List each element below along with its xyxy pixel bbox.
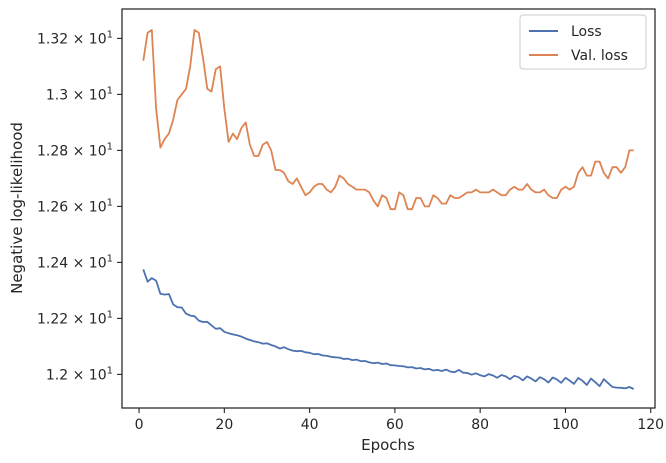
y-tick-label: 1.22 × 101 xyxy=(37,309,113,327)
x-axis-title: Epochs xyxy=(361,436,415,454)
series-layer xyxy=(142,29,635,390)
plot-background xyxy=(122,9,655,408)
y-tick-label: 1.3 × 101 xyxy=(46,85,113,103)
x-tick-label: 40 xyxy=(301,417,319,433)
y-tick-label: 1.32 × 101 xyxy=(37,29,113,47)
legend: Loss Val. loss xyxy=(519,14,647,70)
y-axis-title: Negative log-likelihood xyxy=(8,122,26,294)
y-axis-ticks: 1.2 × 101 1.22 × 101 1.24 × 101 1.26 × 101 1… xyxy=(37,29,122,383)
plot-frame xyxy=(121,8,656,409)
x-tick-label: 60 xyxy=(386,417,404,433)
x-tick-label: 120 xyxy=(637,417,664,433)
legend-label-loss: Loss xyxy=(571,24,602,40)
x-tick-label: 80 xyxy=(471,417,489,433)
x-axis-ticks: 0 20 40 60 80 100 120 xyxy=(135,408,664,433)
y-tick-label: 1.28 × 101 xyxy=(37,141,113,159)
x-tick-label: 0 xyxy=(135,417,144,433)
series-line-loss xyxy=(142,269,635,390)
series-line-val-loss xyxy=(142,29,634,211)
x-tick-label: 100 xyxy=(552,417,579,433)
y-tick-label: 1.2 × 101 xyxy=(46,365,113,383)
y-tick-label: 1.26 × 101 xyxy=(37,197,113,215)
x-tick-label: 20 xyxy=(215,417,233,433)
legend-label-val-loss: Val. loss xyxy=(571,48,628,64)
y-tick-label: 1.24 × 101 xyxy=(37,253,113,271)
